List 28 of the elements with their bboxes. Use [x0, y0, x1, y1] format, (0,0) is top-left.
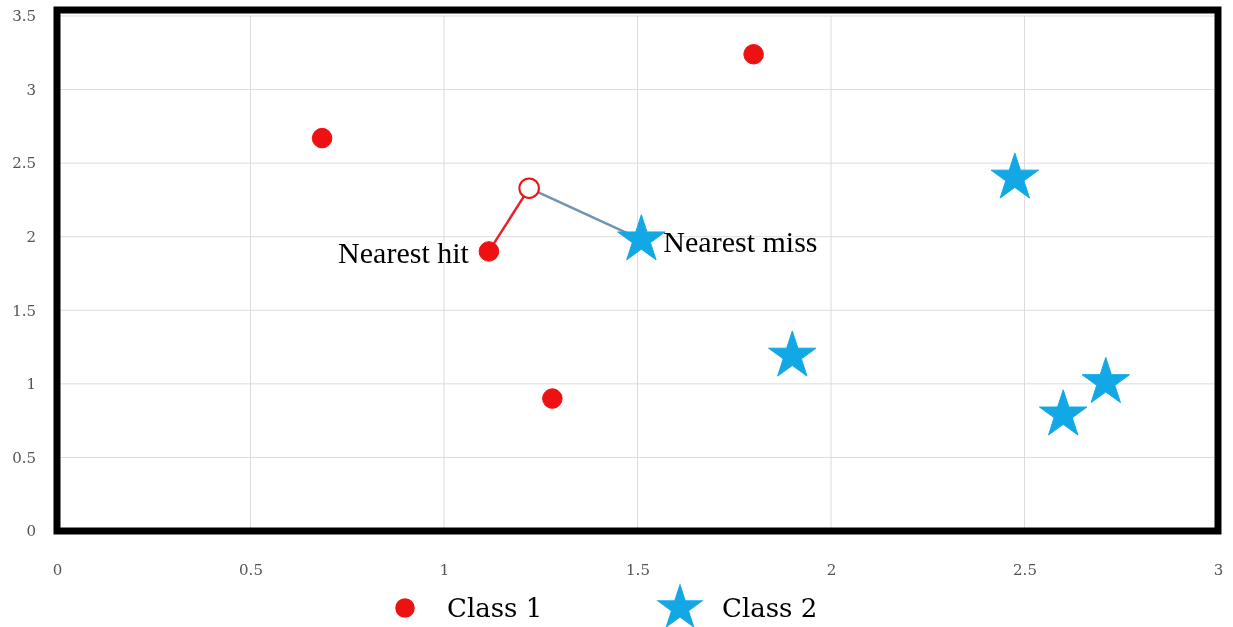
point [743, 44, 764, 65]
point [617, 214, 666, 261]
y-tick-label: 1.5 [12, 301, 36, 320]
x-tick-label: 0.5 [239, 560, 263, 579]
point [478, 241, 500, 262]
y-tick-label: 2.5 [12, 154, 36, 173]
y-tick-label: 2 [26, 228, 36, 247]
x-tick-label: 2.5 [1013, 560, 1037, 579]
x-tick-label: 1 [439, 560, 450, 579]
y-tick-label: 3.5 [12, 7, 36, 26]
x-tick-label: 1.5 [626, 560, 650, 579]
legend-label: Class 1 [447, 593, 543, 623]
y-tick-label: 0 [26, 522, 36, 541]
point [311, 127, 333, 149]
point [990, 152, 1040, 199]
point [1081, 356, 1131, 404]
annotation: Nearest hit [338, 236, 470, 270]
point [768, 330, 817, 377]
y-tick-label: 1 [26, 375, 36, 394]
point [1038, 389, 1088, 436]
x-tick-label: 0 [52, 560, 63, 579]
annotation: Nearest miss [663, 224, 818, 258]
point [518, 177, 540, 199]
x-tick-label: 3 [1213, 560, 1224, 579]
legend-label: Class 2 [722, 593, 818, 623]
x-tick-label: 2 [826, 560, 837, 579]
y-tick-label: 0.5 [12, 448, 36, 467]
y-tick-label: 3 [26, 80, 36, 99]
